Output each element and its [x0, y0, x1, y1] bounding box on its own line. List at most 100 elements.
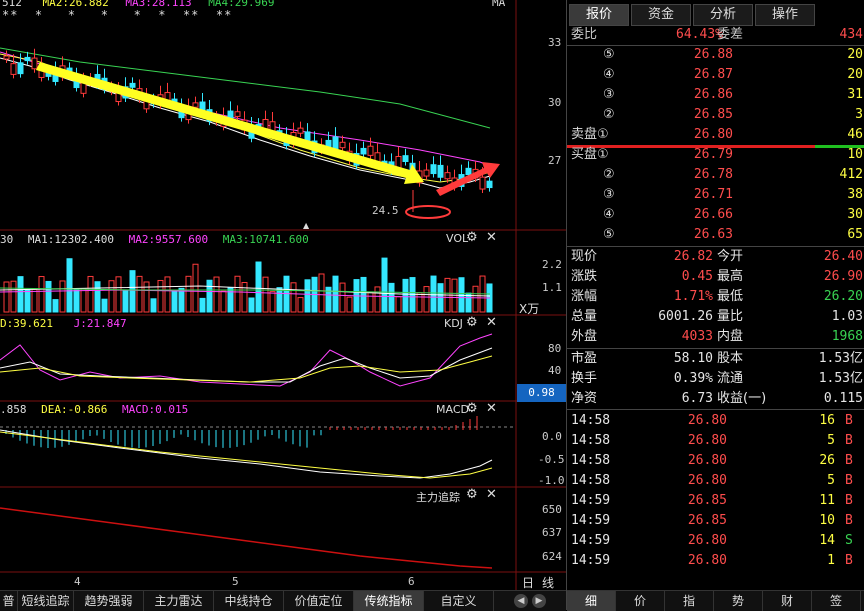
tab-funds[interactable]: 资金	[631, 4, 691, 26]
stat-value: 0.45	[681, 269, 713, 284]
volume-bar	[472, 285, 479, 313]
bottom-tab[interactable]: 短线追踪	[18, 591, 74, 611]
volume-bar	[220, 290, 227, 313]
macd-close-icon[interactable]: ✕	[486, 401, 497, 416]
volume-bar	[227, 287, 234, 313]
macd-gear-icon[interactable]: ⚙	[466, 401, 478, 416]
trade-tick-row[interactable]: 14:58 26.80 5 B	[567, 431, 863, 451]
volume-bar	[297, 297, 304, 313]
order-price: 26.79	[693, 147, 733, 162]
volume-bar	[262, 276, 269, 313]
order-book-row[interactable]: 买盘① 26.79 10	[567, 145, 863, 165]
volume-bar	[269, 291, 276, 313]
order-book-row[interactable]: ⑤ 26.88 20	[567, 45, 863, 65]
chart-area[interactable]: 512 MA2:26.882 MA3:28.113 MA4:29.969 MA …	[0, 0, 566, 590]
fundamental-label: 净资	[571, 391, 598, 406]
volume-bar	[17, 276, 24, 313]
trade-tick-row[interactable]: 14:59 26.80 1 B	[567, 551, 863, 571]
kdj-close-icon[interactable]: ✕	[486, 315, 497, 330]
tick-volume: 1	[827, 553, 835, 568]
trade-tick-row[interactable]: 14:59 26.80 14 S	[567, 531, 863, 551]
kdj-gear-icon[interactable]: ⚙	[466, 315, 478, 330]
cursor-marker-icon: ▲	[303, 221, 310, 230]
trade-tick-row[interactable]: 14:59 26.85 10 B	[567, 511, 863, 531]
order-book-row[interactable]: ② 26.78 412	[567, 165, 863, 185]
trade-tick-row[interactable]: 14:58 26.80 26 B	[567, 451, 863, 471]
quote-bottom-tab[interactable]: 签	[812, 591, 861, 611]
trace-gear-icon[interactable]: ⚙	[466, 487, 478, 502]
vol-y-tick-high: 2.2	[542, 258, 562, 271]
volume-bar	[206, 279, 213, 313]
trade-tick-row[interactable]: 14:58 26.80 16 B	[567, 411, 863, 431]
order-book-row[interactable]: 卖盘① 26.80 46	[567, 125, 863, 145]
quote-bottom-tab[interactable]: 势	[714, 591, 763, 611]
tick-volume: 16	[819, 413, 835, 428]
order-book-row[interactable]: ⑤ 26.63 65	[567, 225, 863, 245]
kdj-title: KDJ	[444, 317, 463, 330]
order-book-row[interactable]: ④ 26.87 20	[567, 65, 863, 85]
period-day-button[interactable]: 日	[522, 576, 535, 590]
divider	[567, 45, 864, 46]
candlestick	[402, 155, 409, 162]
order-book-row[interactable]: ② 26.85 3	[567, 105, 863, 125]
volume-bar	[164, 276, 171, 313]
vol-close-icon[interactable]: ✕	[486, 230, 497, 245]
order-book-row[interactable]: ③ 26.86 31	[567, 85, 863, 105]
trace-y-tick-650: 650	[542, 503, 562, 516]
stat-label: 涨幅	[571, 289, 598, 304]
bottom-tab[interactable]: 中线持仓	[214, 591, 284, 611]
trade-tick-row[interactable]: 14:58 26.80 5 B	[567, 471, 863, 491]
period-line-button[interactable]: 线	[542, 576, 555, 590]
quote-tabs: 报价 资金 分析 操作	[567, 0, 864, 26]
tick-volume: 14	[819, 533, 835, 548]
kdj-y-tick-40: 40	[548, 364, 562, 377]
tick-side: B	[845, 413, 853, 428]
candlestick	[332, 136, 339, 150]
trade-tick-row[interactable]: 14:59 26.85 11 B	[567, 491, 863, 511]
low-price-label: 24.5	[372, 204, 399, 217]
sell-level-label: ②	[603, 107, 615, 122]
tab-operation[interactable]: 操作	[755, 4, 815, 26]
tick-time: 14:58	[571, 413, 611, 428]
tick-time: 14:59	[571, 553, 611, 568]
bottom-tab[interactable]: 普	[0, 591, 18, 611]
vol-title: VOL	[446, 232, 469, 245]
tick-side: B	[845, 493, 853, 508]
bottom-tab[interactable]: 自定义	[424, 591, 494, 611]
x-label-5: 5	[232, 575, 239, 588]
volume-bar	[416, 292, 423, 313]
volume-bar	[199, 297, 206, 313]
trace-y-tick-637: 637	[542, 526, 562, 539]
chart-canvas[interactable]	[0, 0, 566, 590]
tab-quote[interactable]: 报价	[569, 4, 629, 26]
candlestick	[24, 56, 31, 62]
bottom-tab-bar: 普短线追踪 趋势强弱 主力雷达 中线持仓 价值定位 传统指标 自定义 ◀ ▶	[0, 590, 566, 611]
order-book-row[interactable]: ③ 26.71 38	[567, 185, 863, 205]
macd-value: MACD:0.015	[121, 403, 189, 416]
sell-buy-divider-green	[815, 145, 864, 148]
candlestick	[367, 145, 374, 156]
ratio-label: 委比	[571, 27, 598, 42]
volume-bar	[45, 280, 52, 313]
quote-bottom-tab[interactable]: 价	[616, 591, 665, 611]
main-legend: 512 MA2:26.882 MA3:28.113 MA4:29.969	[2, 0, 274, 9]
quote-bottom-tab[interactable]: 细	[567, 591, 616, 611]
tab-scroll-left-icon[interactable]: ◀	[514, 594, 528, 608]
tab-analysis[interactable]: 分析	[693, 4, 753, 26]
volume-bar	[192, 263, 199, 313]
bottom-tab[interactable]: 趋势强弱	[74, 591, 144, 611]
vol-gear-icon[interactable]: ⚙	[466, 230, 478, 245]
quote-bottom-tab[interactable]: 财	[763, 591, 812, 611]
order-book-row[interactable]: ④ 26.66 30	[567, 205, 863, 225]
tab-scroll-right-icon[interactable]: ▶	[532, 594, 546, 608]
trace-close-icon[interactable]: ✕	[486, 487, 497, 502]
divider	[567, 348, 864, 349]
quote-bottom-tab[interactable]: 指	[665, 591, 714, 611]
bottom-tab[interactable]: 主力雷达	[144, 591, 214, 611]
volume-bar	[374, 286, 381, 313]
order-price: 26.71	[693, 187, 733, 202]
bottom-tab[interactable]: 传统指标	[354, 591, 424, 611]
volume-bar	[87, 275, 94, 313]
order-volume: 31	[847, 87, 863, 102]
bottom-tab[interactable]: 价值定位	[284, 591, 354, 611]
